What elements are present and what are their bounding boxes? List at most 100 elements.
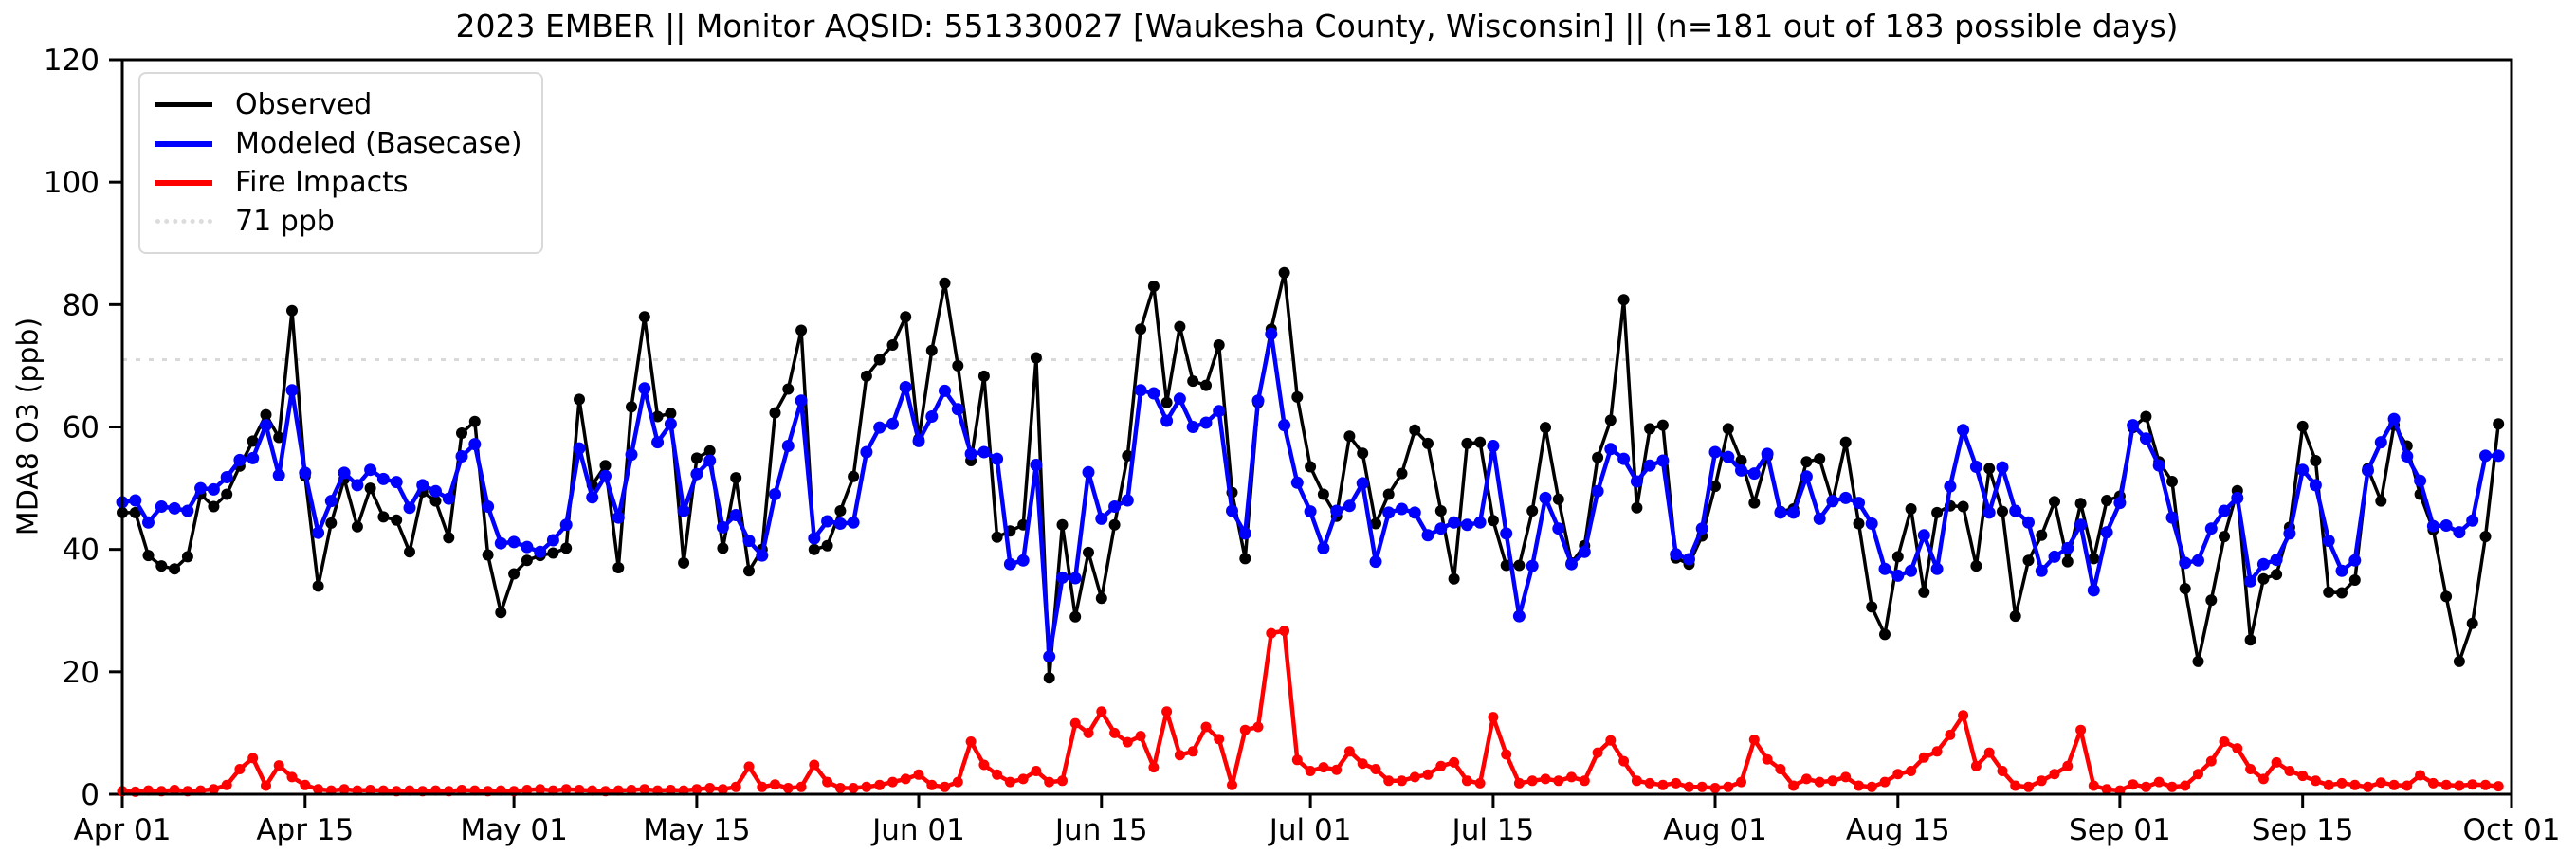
data-point	[1160, 396, 1173, 408]
data-point	[1408, 506, 1421, 519]
data-point	[1643, 459, 1656, 472]
data-point	[534, 545, 547, 558]
data-point	[2101, 495, 2113, 506]
x-tick-label: Aug 15	[1846, 813, 1950, 847]
data-point	[2048, 550, 2061, 563]
data-point	[1997, 505, 2008, 517]
data-point	[1473, 516, 1487, 529]
data-point	[1982, 506, 1996, 519]
data-point	[703, 445, 716, 457]
data-point	[1147, 281, 1160, 292]
data-point	[651, 436, 665, 449]
data-point	[247, 451, 260, 464]
data-point	[873, 354, 886, 366]
data-point	[1931, 746, 1943, 757]
data-point	[1552, 493, 1564, 505]
data-point	[2062, 760, 2074, 771]
data-point	[2244, 634, 2256, 646]
modeled-line-sample	[155, 140, 212, 147]
data-point	[1840, 771, 1852, 783]
data-point	[626, 785, 637, 795]
data-point	[364, 482, 376, 495]
data-point	[1630, 475, 1643, 488]
data-point	[2362, 463, 2374, 477]
data-point	[1160, 414, 1174, 427]
data-point	[1122, 736, 1133, 748]
data-point	[2348, 574, 2361, 586]
data-point	[1043, 650, 1056, 663]
data-point	[2074, 518, 2088, 532]
data-point	[142, 516, 155, 529]
data-point	[1631, 501, 1643, 514]
data-point	[1357, 758, 1368, 770]
data-point	[1056, 518, 1069, 531]
data-point	[2348, 554, 2362, 567]
data-point	[1317, 541, 1330, 554]
data-point	[2036, 775, 2047, 787]
data-point	[729, 509, 742, 521]
data-point	[1671, 777, 1682, 789]
data-point	[285, 384, 299, 397]
data-point	[1736, 776, 1746, 788]
data-point	[1566, 771, 1577, 783]
data-point	[1656, 454, 1670, 467]
data-point	[2088, 780, 2099, 791]
data-point	[2453, 526, 2466, 539]
data-point	[1853, 517, 1865, 530]
data-point	[977, 370, 990, 382]
data-point	[925, 344, 938, 356]
data-point	[1996, 461, 2009, 474]
data-point	[677, 504, 690, 517]
data-point	[495, 607, 507, 619]
data-point	[2271, 756, 2282, 768]
data-point	[1305, 766, 1316, 776]
data-point	[482, 500, 495, 513]
data-point	[416, 479, 429, 492]
data-point	[886, 339, 899, 351]
data-point	[377, 511, 390, 523]
data-point	[1540, 422, 1551, 434]
data-point	[573, 442, 586, 455]
data-point	[795, 394, 808, 408]
data-point	[1331, 764, 1343, 775]
data-point	[1200, 721, 1212, 733]
data-point	[429, 484, 442, 498]
data-point	[717, 542, 729, 554]
data-point	[365, 785, 376, 795]
y-tick-label: 60	[63, 411, 100, 445]
data-point	[2323, 586, 2335, 598]
data-point	[233, 453, 247, 466]
data-point	[2074, 498, 2087, 510]
data-point	[1631, 775, 1642, 787]
data-point	[1735, 463, 1747, 477]
data-point	[468, 438, 482, 451]
data-point	[1095, 592, 1107, 605]
data-point	[521, 785, 533, 795]
data-point	[822, 776, 833, 788]
y-tick-label: 20	[63, 656, 100, 690]
data-point	[1317, 488, 1329, 500]
data-point	[2402, 780, 2413, 791]
data-point	[1108, 518, 1121, 531]
x-tick-label: Jun 15	[1053, 813, 1148, 847]
data-point	[1722, 450, 1735, 463]
data-point	[1513, 559, 1526, 572]
data-point	[2466, 617, 2478, 629]
data-point	[324, 495, 338, 508]
data-point	[1656, 419, 1669, 431]
data-point	[351, 479, 364, 492]
data-point	[1109, 727, 1121, 738]
data-point	[1762, 753, 1773, 765]
data-point	[1382, 506, 1396, 519]
fire-line-sample	[155, 179, 212, 186]
data-point	[769, 488, 781, 500]
data-point	[1435, 760, 1447, 771]
data-point	[625, 448, 638, 462]
data-point	[952, 776, 963, 788]
data-point	[2283, 527, 2296, 540]
data-point	[181, 504, 194, 517]
data-point	[1318, 762, 1329, 773]
data-point	[599, 469, 612, 482]
data-point	[782, 383, 795, 395]
